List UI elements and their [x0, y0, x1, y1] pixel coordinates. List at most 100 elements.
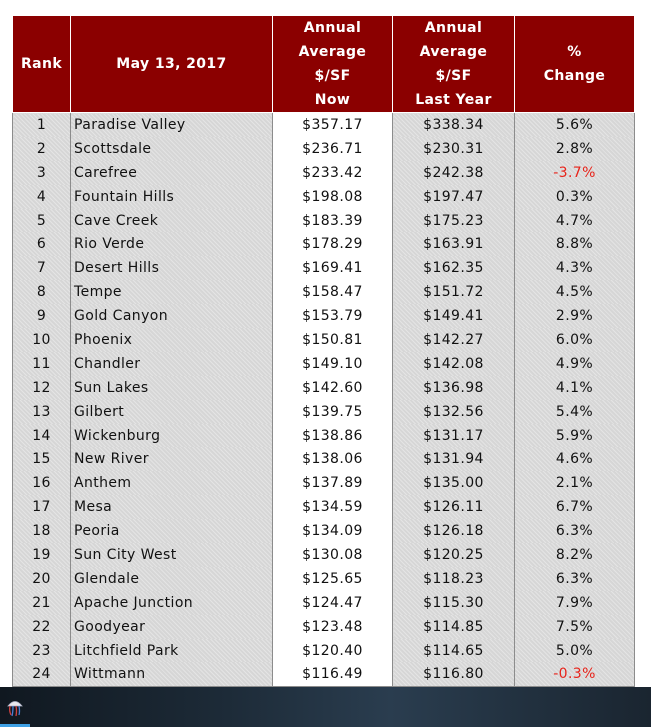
table-row: 6 Rio Verde $178.29 $163.91 8.8%	[12, 232, 635, 257]
rank-cell: 4	[12, 184, 71, 209]
change-cell: 7.5%	[514, 614, 635, 639]
city-cell: Paradise Valley	[70, 112, 273, 137]
city-cell: Glendale	[70, 566, 273, 591]
rank-cell: 15	[12, 447, 71, 472]
city-cell: Desert Hills	[70, 256, 273, 281]
last-year-price-cell: $118.23	[392, 566, 515, 591]
table-row: 23 Litchfield Park $120.40 $114.65 5.0%	[12, 638, 635, 663]
header-now-line: Annual	[303, 20, 362, 36]
now-price-cell: $233.42	[272, 160, 393, 185]
rank-cell: 5	[12, 208, 71, 233]
table-row: 9 Gold Canyon $153.79 $149.41 2.9%	[12, 304, 635, 329]
header-rank: Rank	[12, 16, 71, 113]
now-price-cell: $153.79	[272, 304, 393, 329]
last-year-price-cell: $162.35	[392, 256, 515, 281]
price-table-container: Rank May 13, 2017 Annual Average $/SF No…	[12, 16, 635, 688]
change-cell: 0.3%	[514, 184, 635, 209]
rank-cell: 9	[12, 304, 71, 329]
city-cell: Carefree	[70, 160, 273, 185]
change-cell: 2.9%	[514, 304, 635, 329]
header-now: Annual Average $/SF Now	[272, 16, 393, 113]
table-row: 5 Cave Creek $183.39 $175.23 4.7%	[12, 208, 635, 233]
city-cell: Anthem	[70, 471, 273, 496]
table-row: 16 Anthem $137.89 $135.00 2.1%	[12, 471, 635, 496]
now-price-cell: $116.49	[272, 662, 393, 688]
now-price-cell: $183.39	[272, 208, 393, 233]
table-row: 14 Wickenburg $138.86 $131.17 5.9%	[12, 423, 635, 448]
change-cell: 4.3%	[514, 256, 635, 281]
rank-cell: 18	[12, 519, 71, 544]
header-last-year-line: $/SF	[435, 68, 472, 84]
rank-cell: 10	[12, 328, 71, 352]
change-cell: 6.7%	[514, 495, 635, 520]
change-cell: 4.5%	[514, 280, 635, 305]
city-cell: Sun Lakes	[70, 375, 273, 400]
change-cell: 5.9%	[514, 423, 635, 448]
last-year-price-cell: $175.23	[392, 208, 515, 233]
city-cell: Scottsdale	[70, 136, 273, 161]
last-year-price-cell: $131.17	[392, 423, 515, 448]
rank-cell: 7	[12, 256, 71, 281]
change-cell: 8.2%	[514, 543, 635, 567]
rank-cell: 6	[12, 232, 71, 257]
table-row: 11 Chandler $149.10 $142.08 4.9%	[12, 351, 635, 376]
last-year-price-cell: $230.31	[392, 136, 515, 161]
now-price-cell: $236.71	[272, 136, 393, 161]
city-cell: Mesa	[70, 495, 273, 520]
last-year-price-cell: $135.00	[392, 471, 515, 496]
table-row: 1 Paradise Valley $357.17 $338.34 5.6%	[12, 112, 635, 137]
change-cell: 5.4%	[514, 399, 635, 424]
change-cell: 4.1%	[514, 375, 635, 400]
now-price-cell: $150.81	[272, 328, 393, 352]
table-row: 18 Peoria $134.09 $126.18 6.3%	[12, 519, 635, 544]
last-year-price-cell: $115.30	[392, 590, 515, 615]
now-price-cell: $169.41	[272, 256, 393, 281]
now-price-cell: $123.48	[272, 614, 393, 639]
rank-cell: 13	[12, 399, 71, 424]
header-change-line: Change	[543, 68, 606, 84]
table-row: 17 Mesa $134.59 $126.11 6.7%	[12, 495, 635, 520]
taskbar	[0, 687, 651, 727]
city-cell: Fountain Hills	[70, 184, 273, 209]
change-cell: 5.0%	[514, 638, 635, 663]
city-cell: Cave Creek	[70, 208, 273, 233]
last-year-price-cell: $197.47	[392, 184, 515, 209]
city-cell: New River	[70, 447, 273, 472]
city-cell: Wittmann	[70, 662, 273, 688]
jellyfish-start-icon	[7, 701, 23, 717]
rank-cell: 22	[12, 614, 71, 639]
table-row: 12 Sun Lakes $142.60 $136.98 4.1%	[12, 375, 635, 400]
change-cell: 6.3%	[514, 519, 635, 544]
header-date: May 13, 2017	[70, 16, 273, 113]
city-cell: Peoria	[70, 519, 273, 544]
change-cell: -0.3%	[514, 662, 635, 688]
change-cell: 4.6%	[514, 447, 635, 472]
rank-cell: 3	[12, 160, 71, 185]
last-year-price-cell: $163.91	[392, 232, 515, 257]
city-cell: Litchfield Park	[70, 638, 273, 663]
rank-cell: 14	[12, 423, 71, 448]
rank-cell: 20	[12, 566, 71, 591]
now-price-cell: $142.60	[272, 375, 393, 400]
change-cell: 5.6%	[514, 112, 635, 137]
change-cell: 6.3%	[514, 566, 635, 591]
start-button[interactable]	[0, 687, 30, 727]
rank-cell: 24	[12, 662, 71, 688]
change-cell: 2.1%	[514, 471, 635, 496]
header-now-line: $/SF	[314, 68, 351, 84]
now-price-cell: $139.75	[272, 399, 393, 424]
change-cell: 8.8%	[514, 232, 635, 257]
city-cell: Goodyear	[70, 614, 273, 639]
change-cell: -3.7%	[514, 160, 635, 185]
now-price-cell: $134.09	[272, 519, 393, 544]
last-year-price-cell: $116.80	[392, 662, 515, 688]
change-cell: 6.0%	[514, 328, 635, 352]
now-price-cell: $178.29	[272, 232, 393, 257]
city-cell: Rio Verde	[70, 232, 273, 257]
rank-cell: 17	[12, 495, 71, 520]
rank-cell: 12	[12, 375, 71, 400]
rank-cell: 23	[12, 638, 71, 663]
last-year-price-cell: $132.56	[392, 399, 515, 424]
city-cell: Wickenburg	[70, 423, 273, 448]
now-price-cell: $124.47	[272, 590, 393, 615]
